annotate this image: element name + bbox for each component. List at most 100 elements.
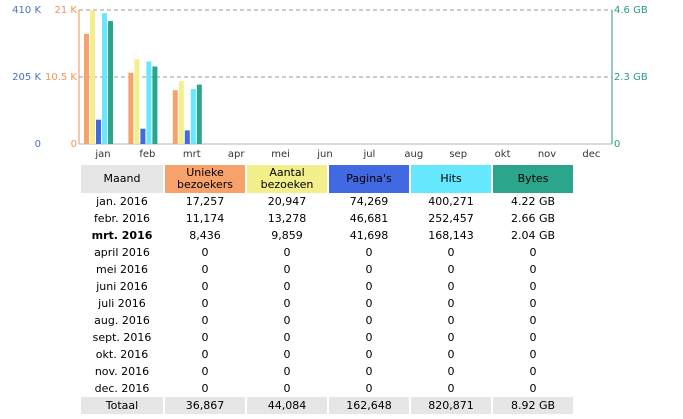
bar-mrt-4 xyxy=(196,84,202,144)
table-row: jan. 2016 17,257 20,947 74,269 400,271 4.22 G… xyxy=(81,193,573,210)
left-axis-pages-tick: 0 xyxy=(35,139,41,150)
cell-unique: 0 xyxy=(201,314,209,327)
cell-pages: 0 xyxy=(365,297,373,310)
table-total-row: Totaal 36,867 44,084 162,648 820,871 8.92 GB xyxy=(81,397,573,414)
cell-pages: 0 xyxy=(365,314,373,327)
cell-hits: 0 xyxy=(447,297,455,310)
cell-hits: 0 xyxy=(447,365,455,378)
cell-visits: 0 xyxy=(283,263,291,276)
cell-hits: 400,271 xyxy=(428,195,474,208)
month-label-dec: dec xyxy=(582,149,600,160)
cell-bytes: 0 xyxy=(529,365,537,378)
cell-month: okt. 2016 xyxy=(95,348,149,361)
cell-hits: 0 xyxy=(447,348,455,361)
cell-month: Totaal xyxy=(81,397,163,414)
month-label-feb: feb xyxy=(139,149,155,160)
monthly-stats-table: Maand Unieke bezoekers Aantal bezoeken Pag… xyxy=(79,165,575,414)
cell-visits: 0 xyxy=(283,246,291,259)
header-unique-visitors: Unieke bezoekers xyxy=(165,165,245,193)
bar-jan-3 xyxy=(102,13,107,145)
left-axis-pages-tick: 205 K xyxy=(12,72,41,83)
right-axis-bytes-tick: 0 xyxy=(614,139,620,150)
cell-bytes: 2.66 GB xyxy=(510,212,556,225)
month-label-aug: aug xyxy=(404,149,423,160)
cell-visits: 20,947 xyxy=(267,195,307,208)
month-label-jan: jan xyxy=(94,149,110,160)
cell-bytes: 0 xyxy=(529,314,537,327)
cell-pages: 0 xyxy=(365,365,373,378)
cell-bytes: 0 xyxy=(529,331,537,344)
month-label-apr: apr xyxy=(228,149,245,160)
bar-mrt-2 xyxy=(184,130,190,144)
month-label-okt: okt xyxy=(495,149,511,160)
cell-pages: 0 xyxy=(365,246,373,259)
cell-pages: 162,648 xyxy=(329,397,409,414)
month-label-mei: mei xyxy=(271,149,290,160)
month-label-sep: sep xyxy=(449,149,467,160)
cell-visits: 44,084 xyxy=(247,397,327,414)
monthly-history-chart: 410 K 21 K 4.6 GB 205 K 10.5 K 2.3 GB 0 0 0 jan f… xyxy=(12,5,648,160)
table-row: juli 2016 0 0 0 0 0 xyxy=(81,295,573,312)
cell-visits: 0 xyxy=(283,365,291,378)
cell-hits: 0 xyxy=(447,263,455,276)
bar-feb-2 xyxy=(140,128,146,144)
bar-feb-1 xyxy=(134,59,140,144)
cell-bytes: 0 xyxy=(529,246,537,259)
cell-visits: 13,278 xyxy=(267,212,307,225)
cell-visits: 0 xyxy=(283,314,291,327)
cell-bytes: 0 xyxy=(529,348,537,361)
left-axis-visitors-tick: 0 xyxy=(71,139,77,150)
cell-month: aug. 2016 xyxy=(94,314,150,327)
cell-visits: 9,859 xyxy=(271,229,303,242)
cell-month: sept. 2016 xyxy=(92,331,152,344)
cell-pages: 0 xyxy=(365,331,373,344)
cell-unique: 0 xyxy=(201,263,209,276)
right-axis-bytes-tick: 2.3 GB xyxy=(614,72,648,83)
table-row: juni 2016 0 0 0 0 0 xyxy=(81,278,573,295)
cell-month: juni 2016 xyxy=(96,280,148,293)
cell-pages: 74,269 xyxy=(349,195,389,208)
table-row: april 2016 0 0 0 0 0 xyxy=(81,244,573,261)
table-row: nov. 2016 0 0 0 0 0 xyxy=(81,363,573,380)
cell-pages: 0 xyxy=(365,263,373,276)
cell-pages: 0 xyxy=(365,280,373,293)
table-row: mrt. 2016 8,436 9,859 41,698 168,143 2.04 GB xyxy=(81,227,573,244)
cell-bytes: 8.92 GB xyxy=(493,397,573,414)
month-label-mrt: mrt xyxy=(183,149,201,160)
table-row: febr. 2016 11,174 13,278 46,681 252,457 2.66 … xyxy=(81,210,573,227)
bar-mrt-3 xyxy=(190,89,196,144)
table-header-row: Maand Unieke bezoekers Aantal bezoeken Pag… xyxy=(81,165,573,193)
cell-bytes: 0 xyxy=(529,263,537,276)
cell-month: mrt. 2016 xyxy=(91,229,153,242)
bar-jan-0 xyxy=(84,33,89,144)
left-axis-visitors-tick: 10.5 K xyxy=(45,72,77,83)
cell-hits: 0 xyxy=(447,382,455,395)
bar-jan-2 xyxy=(96,119,101,144)
cell-month: juli 2016 xyxy=(98,297,146,310)
cell-visits: 0 xyxy=(283,331,291,344)
header-month: Maand xyxy=(81,165,163,193)
cell-hits: 0 xyxy=(447,331,455,344)
cell-hits: 168,143 xyxy=(428,229,474,242)
table-row: mei 2016 0 0 0 0 0 xyxy=(81,261,573,278)
cell-bytes: 0 xyxy=(529,280,537,293)
cell-hits: 252,457 xyxy=(428,212,474,225)
cell-bytes: 4.22 GB xyxy=(510,195,556,208)
cell-unique: 0 xyxy=(201,297,209,310)
bar-feb-4 xyxy=(152,66,158,144)
table-row: sept. 2016 0 0 0 0 0 xyxy=(81,329,573,346)
cell-visits: 0 xyxy=(283,348,291,361)
bar-mrt-1 xyxy=(178,81,184,144)
cell-pages: 0 xyxy=(365,382,373,395)
cell-visits: 0 xyxy=(283,297,291,310)
cell-visits: 0 xyxy=(283,280,291,293)
table-row: aug. 2016 0 0 0 0 0 xyxy=(81,312,573,329)
header-hits: Hits xyxy=(411,165,491,193)
right-axis-bytes-tick: 4.6 GB xyxy=(614,5,648,16)
cell-pages: 46,681 xyxy=(349,212,389,225)
bar-feb-3 xyxy=(146,61,152,144)
cell-hits: 820,871 xyxy=(411,397,491,414)
cell-month: dec. 2016 xyxy=(94,382,150,395)
cell-bytes: 0 xyxy=(529,382,537,395)
cell-unique: 0 xyxy=(201,365,209,378)
